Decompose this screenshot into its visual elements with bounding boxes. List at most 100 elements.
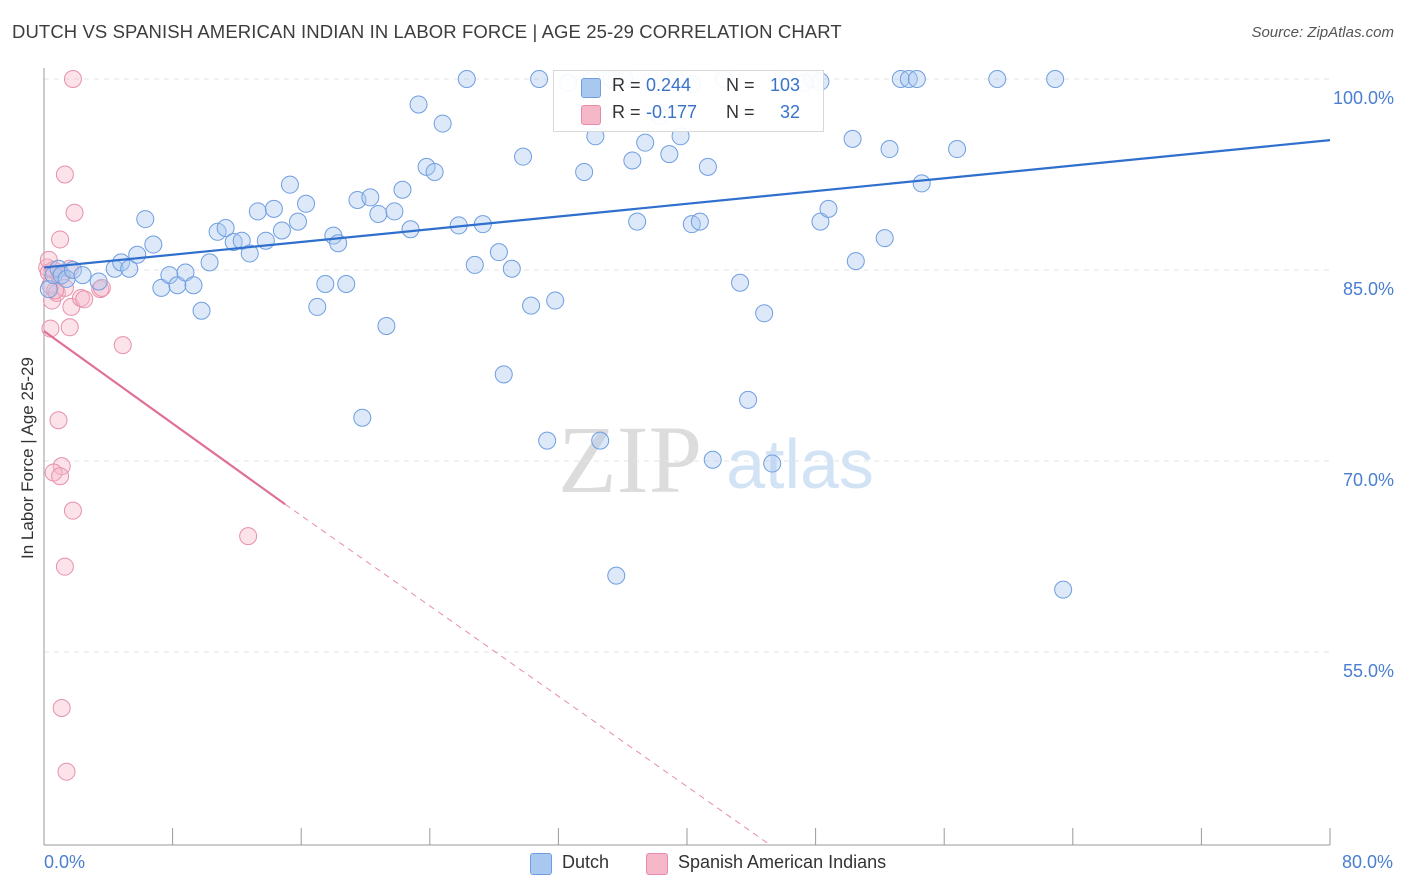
dutch-point-24 — [232, 231, 251, 250]
dutch-point-58 — [522, 296, 541, 315]
dutch-point-52 — [465, 255, 484, 274]
dutch-point-84 — [739, 390, 758, 409]
dutch-point-29 — [272, 221, 291, 240]
watermark-zip: ZIP — [558, 406, 702, 513]
dutch-point-20 — [200, 253, 219, 272]
dutch-point-18 — [184, 276, 203, 295]
dutch-point-43 — [385, 202, 404, 221]
dutch-point-37 — [337, 275, 356, 294]
dutch-point-32 — [297, 194, 316, 213]
dutch-point-85 — [755, 304, 774, 323]
spanish-point-26 — [239, 527, 258, 546]
y-tick-label-70: 70.0% — [1342, 470, 1394, 490]
dutch-point-79 — [690, 212, 709, 231]
legend-dutch-swatch — [530, 853, 552, 875]
x-tick-label-min: 0.0% — [44, 852, 86, 872]
dutch-point-0 — [39, 280, 58, 299]
spanish-trend-extension — [284, 503, 768, 844]
dutch-point-44 — [393, 180, 412, 199]
dutch-point-46 — [409, 95, 428, 114]
spanish-point-12 — [63, 70, 82, 88]
dutch-swatch — [581, 78, 601, 98]
spanish-n-label: N = — [726, 102, 755, 122]
dutch-point-80 — [698, 157, 717, 176]
legend-spanish-label: Spanish American Indians — [678, 852, 887, 872]
spanish-point-25 — [63, 501, 82, 520]
dutch-point-100 — [912, 174, 931, 193]
spanish-american-indians-points — [38, 70, 258, 781]
gridlines — [44, 78, 1330, 653]
dutch-point-72 — [636, 133, 655, 152]
dutch-point-92 — [819, 199, 838, 218]
dutch-r-label: R = — [612, 75, 641, 95]
dutch-point-49 — [433, 114, 452, 133]
y-tick-label-100: 100.0% — [1332, 88, 1394, 108]
dutch-point-6 — [73, 266, 92, 285]
dutch-point-59 — [530, 70, 549, 88]
dutch-point-56 — [502, 259, 521, 278]
dutch-point-30 — [280, 175, 299, 194]
dutch-point-57 — [514, 147, 533, 166]
dutch-point-14 — [152, 278, 171, 297]
dutch-point-31 — [288, 212, 307, 231]
stats-legend-dutch: R = 0.244 N = 103 — [554, 74, 823, 100]
dutch-point-81 — [703, 450, 722, 469]
series-legend: Dutch Spanish American Indians — [0, 852, 1406, 878]
dutch-point-7 — [89, 272, 108, 291]
dutch-n-label: N = — [726, 75, 755, 95]
spanish-point-29 — [57, 762, 76, 781]
dutch-point-26 — [248, 202, 267, 221]
spanish-point-20 — [113, 336, 132, 355]
spanish-point-21 — [49, 411, 68, 430]
dutch-point-33 — [308, 297, 327, 316]
stats-legend-spanish: R = -0.177 N = 32 — [554, 101, 823, 127]
dutch-point-25 — [240, 244, 259, 263]
dutch-point-19 — [192, 301, 211, 320]
spanish-swatch — [581, 105, 601, 125]
dutch-point-55 — [494, 365, 513, 384]
dutch-point-22 — [216, 218, 235, 237]
axes — [43, 68, 1331, 846]
dutch-point-66 — [591, 431, 610, 450]
dutch-points — [39, 70, 1073, 599]
dutch-point-41 — [369, 204, 388, 223]
dutch-point-99 — [907, 70, 926, 88]
spanish-point-15 — [51, 230, 70, 249]
dutch-point-68 — [607, 566, 626, 585]
spanish-point-13 — [55, 165, 74, 184]
spanish-r-value: -0.177 — [646, 102, 698, 122]
chart-title: DUTCH VS SPANISH AMERICAN INDIAN IN LABO… — [12, 21, 842, 42]
dutch-point-28 — [264, 199, 283, 218]
spanish-point-11 — [60, 318, 79, 337]
dutch-point-74 — [660, 145, 679, 164]
y-tick-label-85: 85.0% — [1342, 279, 1394, 299]
dutch-point-40 — [361, 188, 380, 207]
source-label: Source: ZipAtlas.com — [1251, 24, 1394, 41]
y-axis-label: In Labor Force | Age 25-29 — [18, 357, 37, 559]
stats-legend: R = 0.244 N = 103 R = -0.177 N = 32 — [553, 70, 824, 132]
dutch-point-83 — [731, 273, 750, 292]
dutch-r-value: 0.244 — [646, 75, 692, 95]
spanish-n-value: 32 — [779, 102, 800, 122]
dutch-point-17 — [176, 263, 195, 282]
dutch-point-54 — [489, 243, 508, 262]
spanish-point-17 — [75, 290, 94, 309]
dutch-point-12 — [136, 210, 155, 229]
spanish-point-31 — [46, 281, 65, 300]
y-tick-label-55: 55.0% — [1342, 661, 1394, 681]
dutch-point-86 — [763, 454, 782, 473]
dutch-point-71 — [628, 212, 647, 231]
spanish-point-14 — [65, 203, 84, 222]
trend-lines — [43, 139, 1331, 844]
dutch-point-63 — [575, 162, 594, 181]
spanish-point-24 — [51, 467, 70, 486]
dutch-point-61 — [546, 291, 565, 310]
dutch-point-42 — [377, 317, 396, 336]
dutch-point-51 — [457, 70, 476, 88]
dutch-point-104 — [1054, 580, 1073, 599]
legend-dutch-label: Dutch — [562, 852, 610, 872]
spanish-point-28 — [52, 699, 71, 718]
dutch-point-39 — [353, 408, 372, 427]
dutch-point-103 — [1046, 70, 1065, 88]
